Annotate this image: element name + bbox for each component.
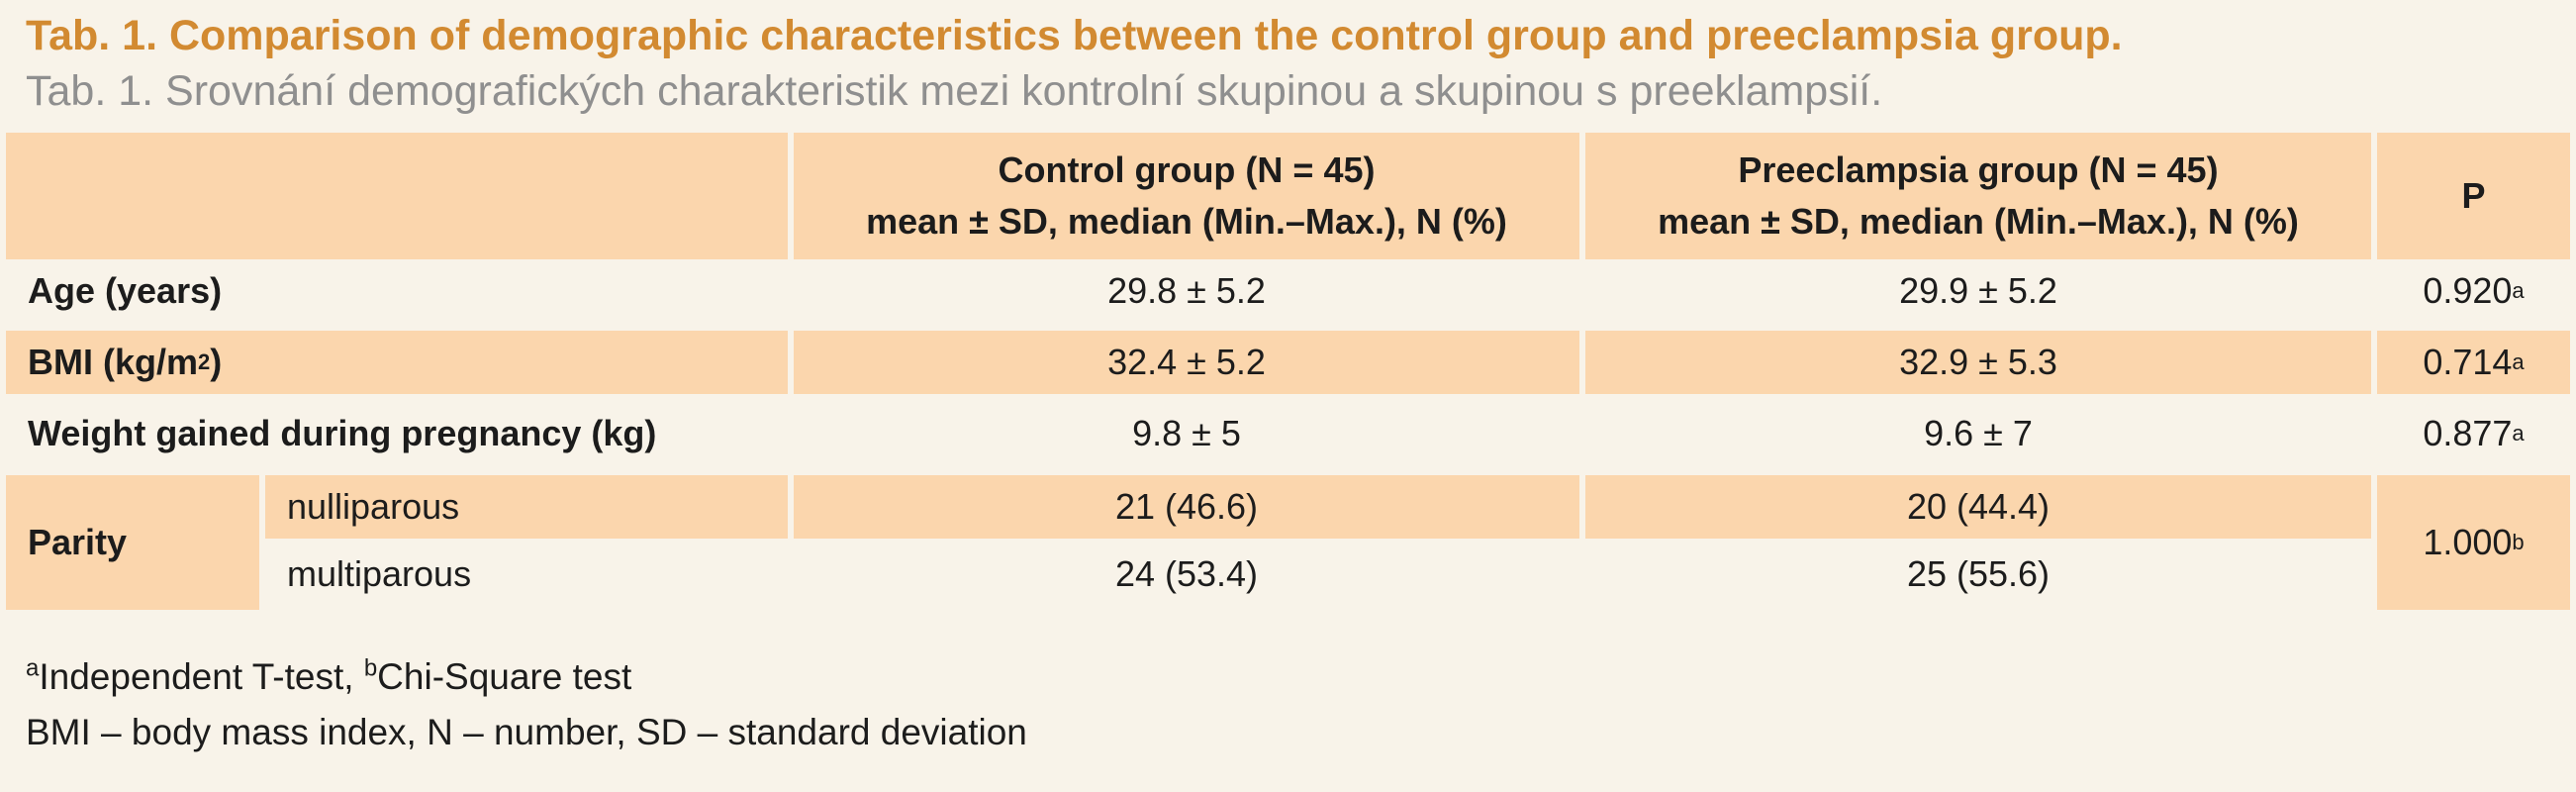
footnote-abbreviations: BMI – body mass index, N – number, SD – … [26,712,1027,752]
parity-multiparous-label: multiparous [287,553,472,594]
age-p-value: 0.920 a [2423,270,2525,311]
bmi-control-value: 32.4 ± 5.2 [794,331,1579,394]
table-row-parity: Parity nulliparous 21 (46.6) 20 (44.4) m… [6,475,2570,610]
table-row-age: Age (years) 29.8 ± 5.2 29.9 ± 5.2 0.920 a [6,259,2570,323]
header-empty-cell [6,133,788,259]
row-label-parity: Parity [6,475,259,610]
nulliparous-control-value: 21 (46.6) [794,475,1579,539]
header-control-stats: mean ± SD, median (Min.–Max.), N (%) [866,201,1507,242]
row-label-weight: Weight gained during pregnancy (kg) [28,413,657,453]
age-control-value: 29.8 ± 5.2 [1107,270,1266,311]
multiparous-control-value: 24 (53.4) [1114,553,1259,594]
row-label-bmi: BMI (kg/m 2) [6,331,788,394]
weight-control-value: 9.8 ± 5 [1132,413,1241,453]
table-row-bmi: BMI (kg/m 2) 32.4 ± 5.2 32.9 ± 5.3 0.714 a [6,331,2570,394]
footnote-tests: aIndependent T-test, bChi-Square test [26,654,632,697]
header-control-group: Control group (N = 45) mean ± SD, median… [794,133,1579,259]
header-preeclampsia-title: Preeclampsia group (N = 45) [1738,149,2219,190]
table-row-weight: Weight gained during pregnancy (kg) 9.8 … [6,400,2570,467]
row-label-age: Age (years) [28,270,223,311]
title-block: Tab. 1. Comparison of demographic charac… [26,8,2550,119]
weight-preeclampsia-value: 9.6 ± 7 [1924,413,2033,453]
table-footnotes: aIndependent T-test, bChi-Square test BM… [26,649,1027,760]
header-preeclampsia-stats: mean ± SD, median (Min.–Max.), N (%) [1658,201,2299,242]
multiparous-preeclampsia-value: 25 (55.6) [1906,553,2051,594]
table-title-czech: Tab. 1. Srovnání demografických charakte… [26,67,1883,115]
parity-p-value: 1.000 b [2377,475,2570,610]
age-preeclampsia-value: 29.9 ± 5.2 [1899,270,2057,311]
table-header-row: Control group (N = 45) mean ± SD, median… [6,133,2570,259]
header-control-title: Control group (N = 45) [998,149,1376,190]
nulliparous-preeclampsia-value: 20 (44.4) [1585,475,2371,539]
header-preeclampsia-group: Preeclampsia group (N = 45) mean ± SD, m… [1585,133,2371,259]
table-title-english: Tab. 1. Comparison of demographic charac… [26,12,2123,59]
parity-nulliparous-label: nulliparous [265,475,788,539]
weight-p-value: 0.877 a [2423,413,2525,453]
header-p-value: P [2377,133,2570,259]
bmi-preeclampsia-value: 32.9 ± 5.3 [1585,331,2371,394]
bmi-p-value: 0.714 a [2377,331,2570,394]
